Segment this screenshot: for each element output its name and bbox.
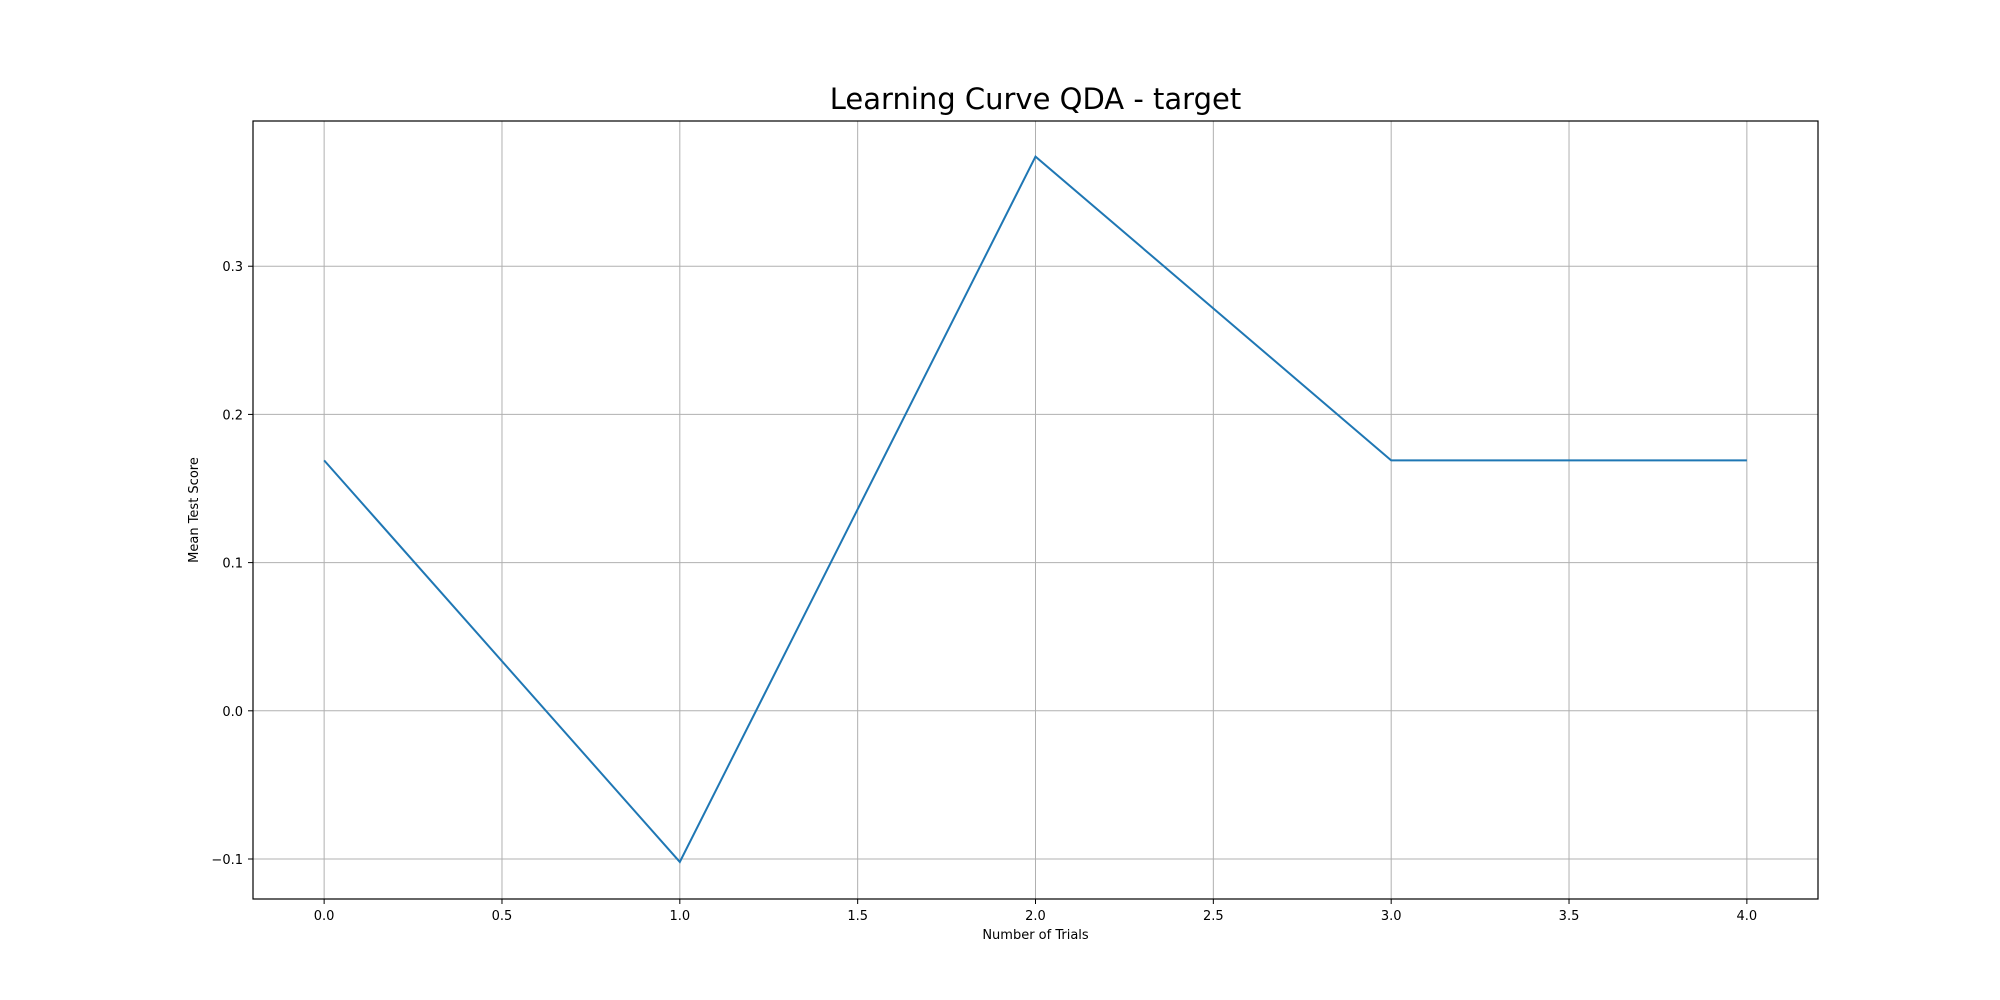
y-tick-label: 0.2 [222, 408, 243, 423]
series-layer [323, 154, 1747, 864]
x-tick-label: 4.0 [1737, 909, 1758, 924]
chart-title: Learning Curve QDA - target [830, 82, 1241, 116]
x-tick-label: 3.5 [1559, 909, 1580, 924]
y-tick-label: 0.1 [222, 557, 243, 572]
x-tick-label: 0.5 [492, 909, 513, 924]
grid-layer [253, 121, 1818, 899]
y-axis-label: Mean Test Score [187, 457, 202, 563]
y-tick-label: 0.3 [222, 260, 243, 275]
x-tick-label: 1.5 [847, 909, 868, 924]
tick-layer: 0.0 0.5 1.0 1.5 2.0 2.5 3.0 3.5 4.0 −0.1 0.0 0.1 0.2… [211, 260, 1757, 924]
x-tick-label: 0.0 [314, 909, 335, 924]
x-tick-label: 1.0 [669, 909, 690, 924]
y-tick-label: −0.1 [211, 853, 243, 868]
y-tick-label: 0.0 [222, 705, 243, 720]
x-tick-label: 2.0 [1025, 909, 1046, 924]
x-tick-label: 3.0 [1381, 909, 1402, 924]
x-tick-label: 2.5 [1203, 909, 1224, 924]
x-axis-label: Number of Trials [982, 928, 1089, 943]
